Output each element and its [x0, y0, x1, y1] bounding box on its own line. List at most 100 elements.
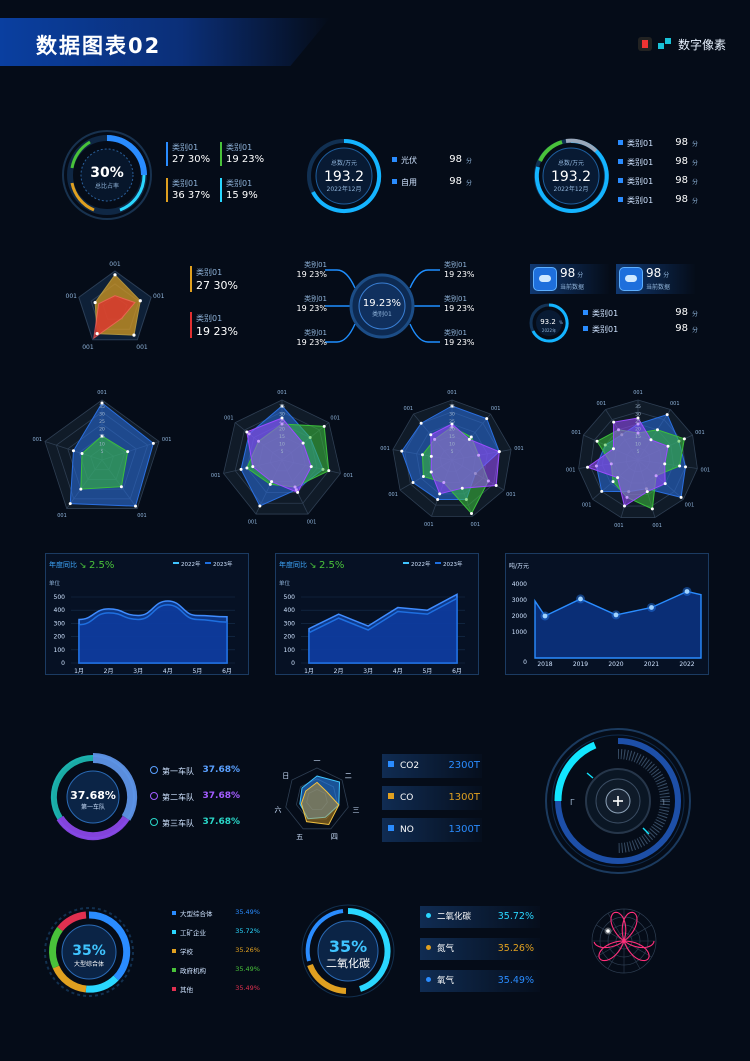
- gauge-1-caption: 总数/万元: [331, 159, 357, 167]
- card-value: 98 分: [560, 266, 584, 280]
- radar-axis-label: 001: [652, 523, 662, 529]
- cat-arc-green: [49, 926, 63, 969]
- square-bullet-icon: [583, 310, 588, 315]
- radar-small-axis-label: 001: [109, 261, 121, 268]
- legend-value: 35.72%: [235, 927, 260, 935]
- x-tick-label: 2018: [537, 661, 552, 668]
- brand-name: 数字像素: [677, 37, 726, 52]
- legend-name: 政府机构: [180, 967, 206, 975]
- hex-radar-axis-label: 四: [331, 833, 338, 841]
- trend-down-icon: ↘: [79, 561, 87, 571]
- y-tick-label: 4000: [512, 581, 527, 588]
- legend-swatch: [205, 562, 211, 564]
- square-bullet-icon: [388, 825, 394, 831]
- team-legend-item: 第二车队 37.68%: [150, 791, 240, 803]
- hub-value: 19.23%: [363, 298, 401, 309]
- co2-donut: 35% 二氧化碳: [301, 904, 395, 998]
- stat-card: 98 分 当前数据: [616, 264, 696, 294]
- hub-item-value: 19 23%: [296, 270, 327, 279]
- radar-small-axis-label: 001: [66, 293, 78, 300]
- radar-row: 3530252015105001001001001001353025201510…: [33, 390, 711, 529]
- y-tick-label: 400: [54, 607, 66, 614]
- radar-point: [666, 444, 670, 448]
- hex-radar-series-blue: [299, 775, 341, 820]
- legend-value: 35.49%: [497, 975, 534, 986]
- dot-bullet-icon: [150, 792, 158, 800]
- x-tick-label: 2月: [334, 668, 344, 675]
- stat-name: 类别01: [592, 325, 619, 334]
- radar-point: [586, 465, 590, 469]
- radar-axis-label: 001: [670, 401, 680, 407]
- radar-tick-label: 25: [635, 419, 641, 425]
- team-arc-teal: [50, 754, 94, 820]
- team-legend-item: 第一车队 37.68%: [150, 765, 240, 777]
- radar-axis-label: 001: [633, 390, 643, 396]
- legend-name: 第二车队: [162, 793, 194, 802]
- area-chart-title: 年度同比: [49, 560, 77, 569]
- legend-name: 类别01: [172, 179, 199, 188]
- hub-item-value: 19 23%: [444, 270, 475, 279]
- x-tick-label: 3月: [133, 668, 143, 675]
- rose-curve: [593, 911, 655, 962]
- radar-small: 001 001 001 001 001: [66, 261, 165, 351]
- donut-1-arc-green: [70, 140, 91, 169]
- radar-tick-label: 20: [279, 427, 285, 433]
- radar-point: [636, 416, 640, 420]
- radar-point: [119, 485, 123, 489]
- hub-right-item: 类别01 19 23%: [444, 294, 475, 314]
- radar-point: [429, 454, 433, 458]
- area-chart-title: 年度同比: [279, 560, 307, 569]
- radar-small-legend-item: 类别01 19 23%: [190, 312, 238, 338]
- area-chart-legend: 2022年: [411, 560, 431, 568]
- radar-point: [450, 422, 454, 426]
- stat-unit: 分: [691, 198, 698, 205]
- radar-tick-label: 10: [635, 442, 641, 448]
- radar-point: [270, 480, 274, 484]
- stat-value: 98: [675, 323, 688, 334]
- stat-row: 类别01 98 分: [618, 156, 698, 169]
- radar-axis-label: 001: [447, 390, 457, 396]
- radar-axis-label: 001: [330, 416, 340, 422]
- hex-radar-axis-label: 日: [282, 772, 289, 780]
- legend-value: 37.68%: [202, 817, 241, 827]
- gas-item: CO2 2300T: [382, 754, 482, 778]
- radar-point: [71, 449, 75, 453]
- stat-name: 类别01: [627, 139, 654, 148]
- radar-point: [600, 489, 604, 493]
- radar-point: [485, 417, 489, 421]
- legend-value: 27 30%: [196, 279, 238, 292]
- line-point: [684, 589, 690, 594]
- legend-value: 15 9%: [226, 190, 258, 201]
- radar-tick-label: 15: [99, 434, 105, 440]
- radar-point: [296, 490, 300, 494]
- gas-value: 2300T: [448, 760, 480, 771]
- category-legend-item: 政府机构 35.49%: [172, 965, 260, 975]
- radar-axis-label: 001: [277, 390, 287, 396]
- radar-small-series-red: [93, 295, 136, 340]
- square-bullet-icon: [388, 793, 394, 799]
- card-value: 98 分: [646, 266, 670, 280]
- radar-point: [126, 450, 130, 454]
- y-tick-label: 2000: [512, 613, 527, 620]
- mini-gauge-items: 类别01 98 分 类别01 98 分: [583, 307, 698, 340]
- area-series: [78, 604, 228, 664]
- control-dial[interactable]: Γ ˥: [543, 726, 693, 876]
- hex-radar-axis-label: 五: [296, 833, 303, 841]
- hub-right-item: 类别01 19 23%: [444, 328, 475, 348]
- stat-cards: 98 分 当前数据 98 分 当前数据: [530, 264, 700, 296]
- category-legend-item: 大型综合体 35.49%: [172, 908, 260, 918]
- legend-swatch: [173, 562, 179, 564]
- legend-value: 35.26%: [235, 946, 260, 954]
- radar-tick-label: 35: [99, 404, 105, 410]
- radar-axis-label: 001: [248, 519, 258, 525]
- mini-gauge-sub: 2022年: [542, 327, 556, 333]
- hub-chart: 19.23% 类别01: [325, 269, 440, 343]
- hub-item-value: 19 23%: [296, 338, 327, 347]
- gauge-2: 总数/万元 193.2 2022年12月: [534, 138, 609, 213]
- stat-name: 自用: [401, 178, 417, 187]
- legend-name: 类别01: [196, 268, 223, 277]
- radar-tick-label: 5: [101, 449, 104, 455]
- area-chart-change: 2.5%: [319, 560, 344, 571]
